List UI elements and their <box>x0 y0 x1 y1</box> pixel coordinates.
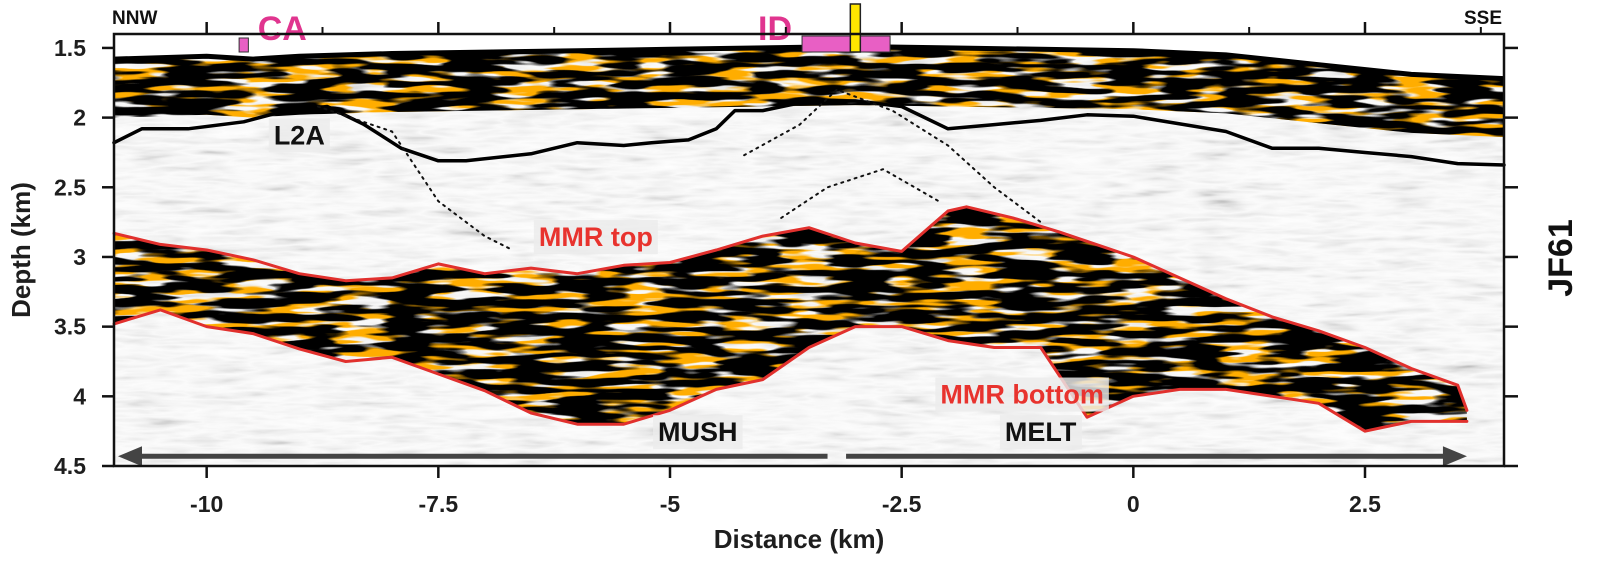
y-tick: 2.5 <box>54 174 1518 200</box>
seismic-background <box>114 34 1504 466</box>
y-tick: 2 <box>73 105 1518 131</box>
series-mmr-bottom <box>112 308 1469 433</box>
y-tick: 3.5 <box>54 314 1518 340</box>
y-tick-label: 2.5 <box>54 174 86 200</box>
svg-text:L2A: L2A <box>274 120 325 150</box>
span-arrow-1 <box>118 446 828 467</box>
x-tick-label: 2.5 <box>1349 491 1381 517</box>
y-tick-label: 3.5 <box>54 314 86 340</box>
x-tick: 2.5 <box>1349 22 1381 517</box>
water-column <box>114 34 1504 79</box>
y-tick-label: 4 <box>73 383 86 409</box>
svg-text:MELT: MELT <box>1005 417 1077 447</box>
x-tick: -7.5 <box>419 22 459 517</box>
x-tick-label: -7.5 <box>419 491 459 517</box>
series-fault-5 <box>780 168 940 219</box>
svg-text:ID: ID <box>758 10 792 48</box>
y-axis-label: Depth (km) <box>6 182 36 318</box>
direction-label-left: NNW <box>112 8 157 29</box>
x-tick-label: 0 <box>1127 491 1140 517</box>
annotation-l2a: L2A <box>268 118 330 153</box>
x-tick-label: -10 <box>190 491 223 517</box>
seafloor-line <box>114 43 1504 82</box>
x-tick: 0 <box>1127 22 1140 517</box>
y-tick: 1.5 <box>54 35 1518 61</box>
y-tick-label: 3 <box>73 244 86 270</box>
y-axis: 1.5 2 2.5 3 3.5 4 4.5 <box>54 35 1518 479</box>
y-tick-label: 4.5 <box>54 453 86 479</box>
y-tick: 4.5 <box>54 453 1518 479</box>
x-tick-label: -5 <box>660 491 681 517</box>
svg-text:MMR bottom: MMR bottom <box>940 380 1103 410</box>
panel-label: JF61 <box>1542 219 1580 297</box>
x-tick: -10 <box>190 22 223 517</box>
series-mmr-top <box>112 205 1469 412</box>
y-tick: 3 <box>73 244 1518 270</box>
svg-text:MUSH: MUSH <box>658 417 738 447</box>
x-tick-label: -2.5 <box>882 491 922 517</box>
span-arrow-2 <box>846 446 1467 467</box>
vent-marker <box>849 3 862 53</box>
svg-text:MMR top: MMR top <box>539 222 653 252</box>
svg-text:CA: CA <box>258 10 307 48</box>
series-fault-3 <box>316 105 514 251</box>
annotation-melt: MELT <box>999 415 1082 450</box>
annotations: L2A MMR top MMR bottom MUSH MELT <box>268 118 1109 450</box>
interpreted-horizons <box>112 88 1506 433</box>
annotation-mmr-bottom: MMR bottom <box>935 377 1109 412</box>
annotation-mush: MUSH <box>653 415 743 450</box>
span-arrows <box>118 446 1467 467</box>
marker-id: ID <box>758 10 891 53</box>
direction-label-right: SSE <box>1464 8 1502 29</box>
x-axis: -10 -7.5 -5 -2.5 0 2.5 <box>190 22 1482 517</box>
top-markers: CA ID <box>238 3 891 53</box>
x-tick: -2.5 <box>882 22 922 517</box>
series-fault-4 <box>743 88 1042 224</box>
annotation-mmr-top: MMR top <box>533 220 658 255</box>
x-axis-label: Distance (km) <box>714 524 885 554</box>
plot-frame <box>112 32 1506 468</box>
y-tick: 4 <box>73 383 1518 409</box>
series-l2a <box>112 99 1506 167</box>
x-tick: -5 <box>660 22 681 517</box>
marker-ca: CA <box>238 10 307 53</box>
y-tick-label: 2 <box>73 105 86 131</box>
y-tick-label: 1.5 <box>54 35 86 61</box>
